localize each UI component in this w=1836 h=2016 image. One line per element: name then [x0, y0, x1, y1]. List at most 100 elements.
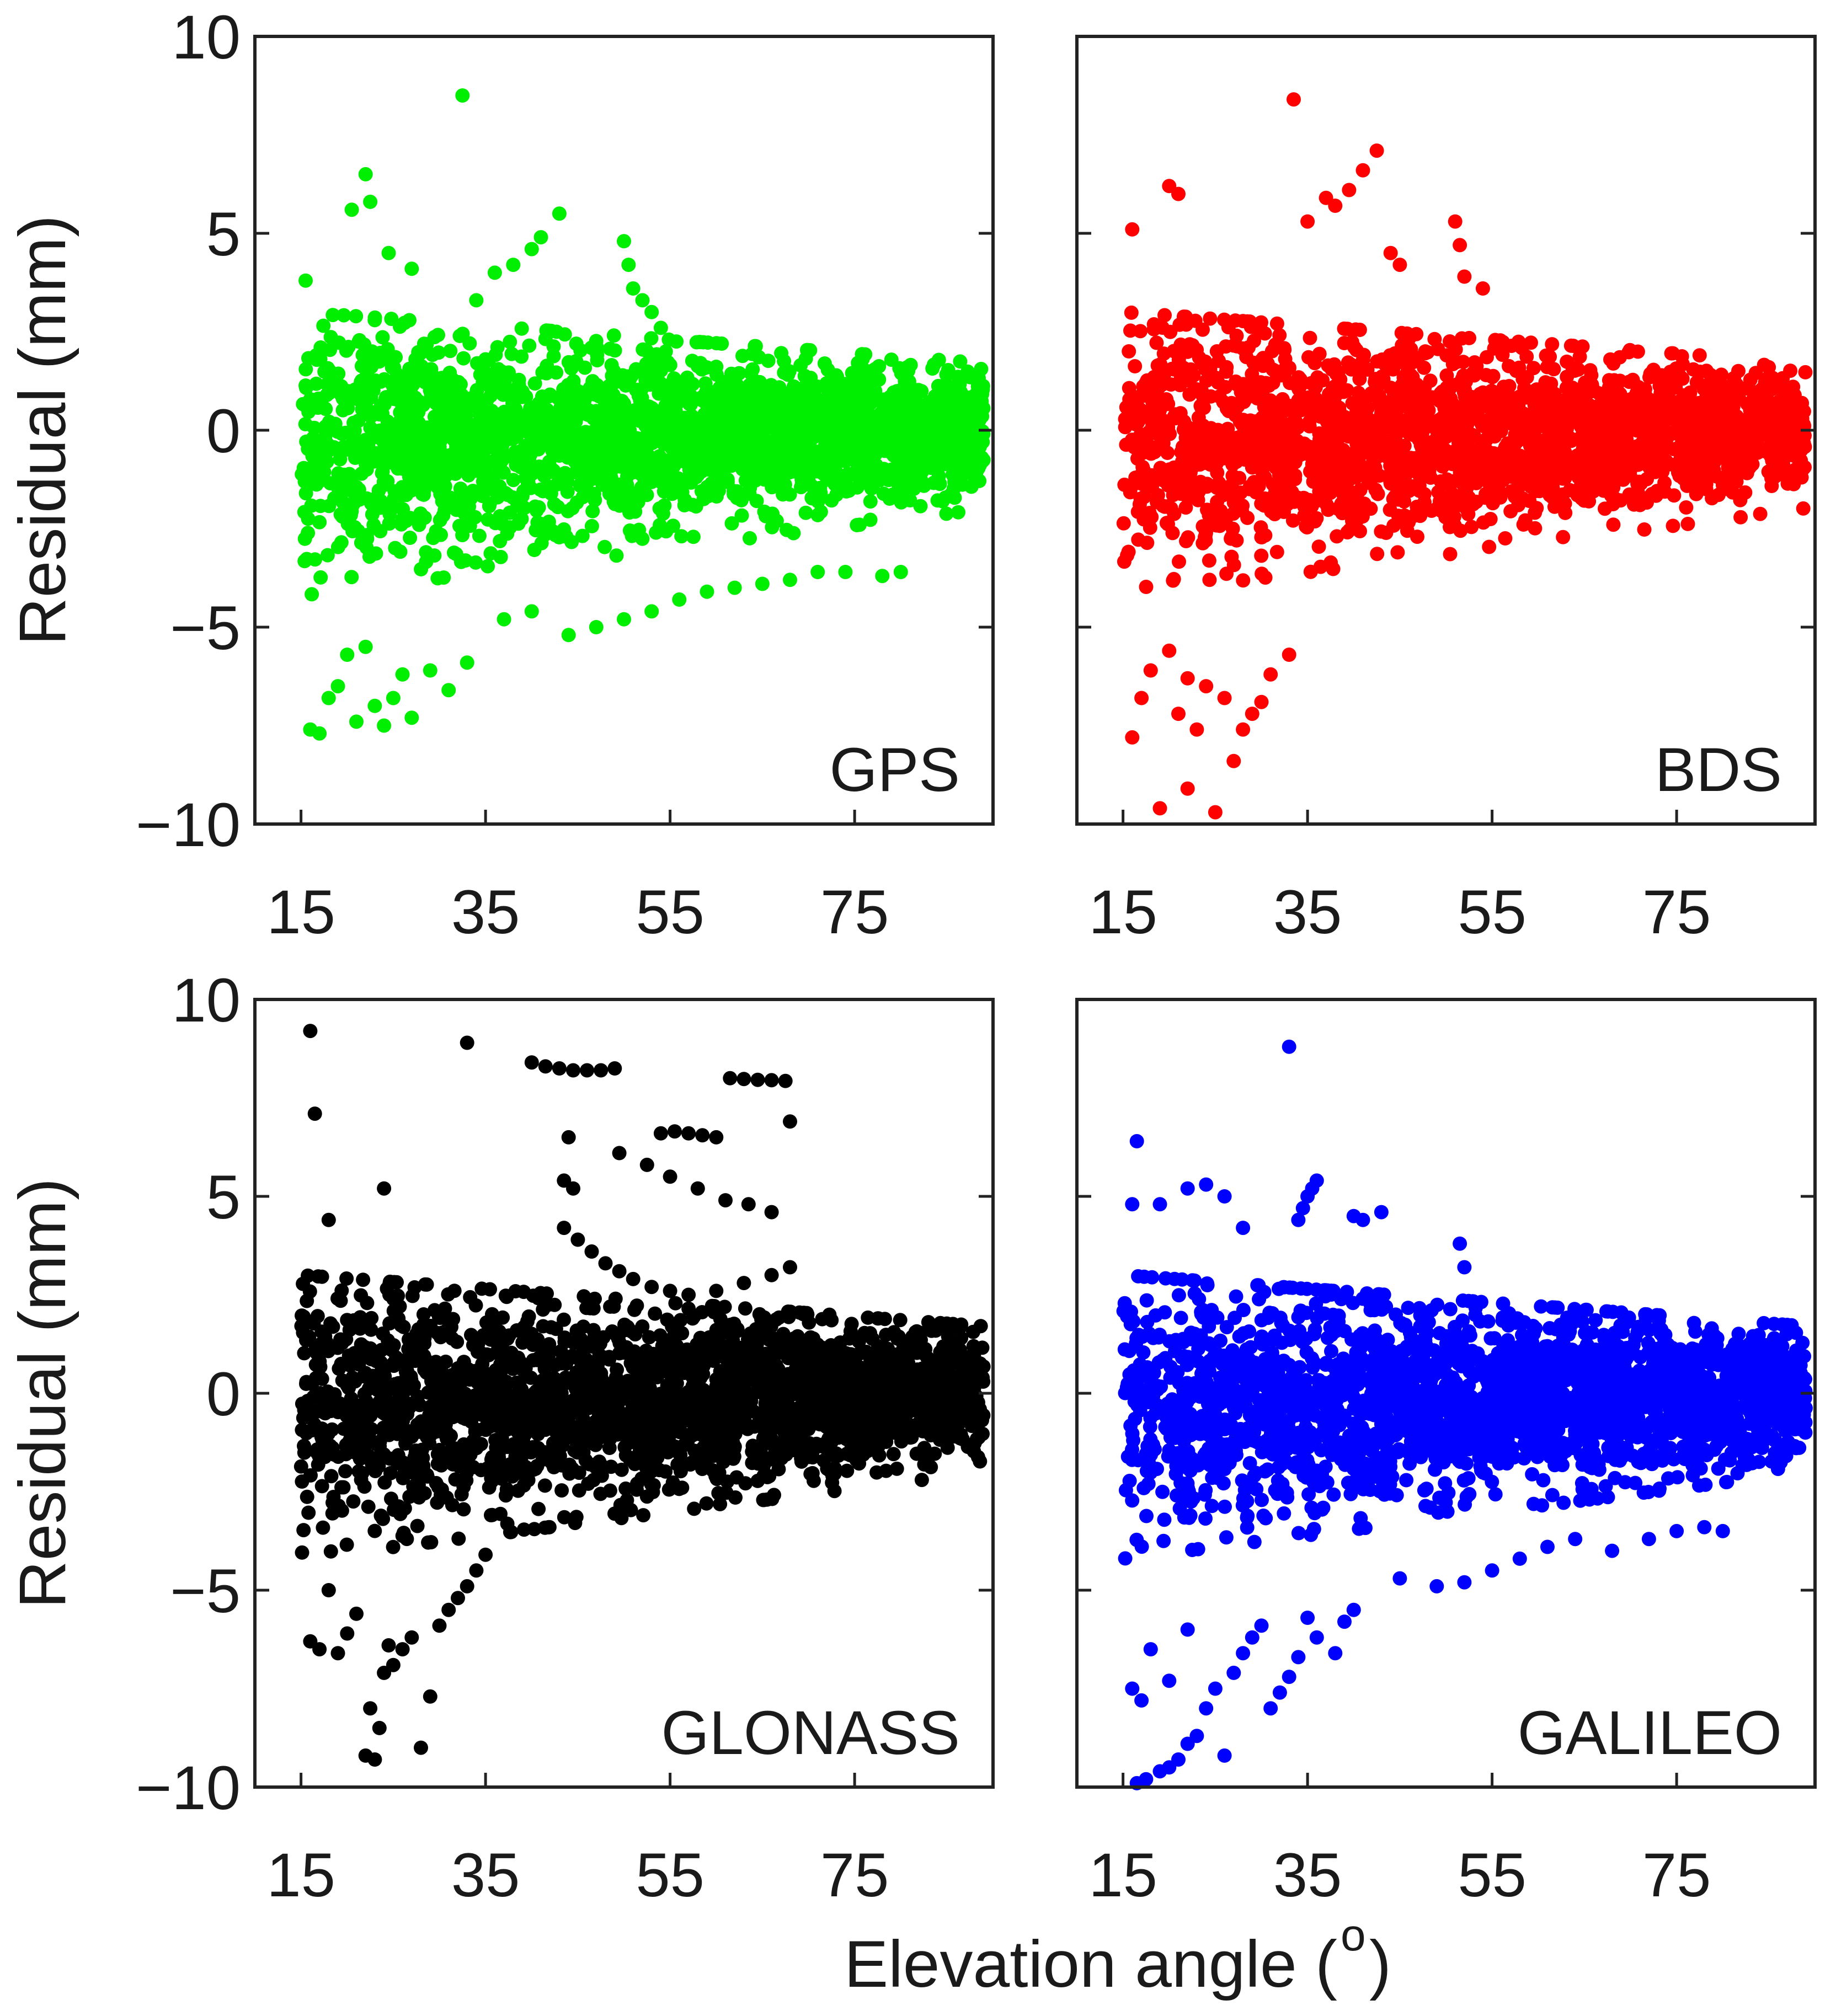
- bds-data-point: [1586, 480, 1601, 495]
- bds-data-point: [1431, 418, 1445, 432]
- gps-data-point: [322, 499, 337, 514]
- bds-data-point: [1598, 501, 1612, 516]
- bds-data-point: [1202, 553, 1216, 568]
- gps-data-point: [385, 432, 400, 447]
- gps-data-point: [543, 486, 558, 501]
- gps-data-point: [688, 499, 703, 514]
- gps-data-point: [342, 388, 357, 403]
- gps-data-point: [887, 448, 901, 463]
- gps-data-point: [349, 435, 364, 450]
- gps-data-point: [841, 467, 856, 482]
- gps-data-point: [340, 516, 355, 531]
- bds-data-point: [1228, 408, 1243, 423]
- gps-data-point: [649, 525, 664, 540]
- gps-data-point: [500, 448, 514, 463]
- gps-data-point: [837, 453, 852, 468]
- gps-data-point: [319, 388, 334, 403]
- gps-data-point: [518, 470, 533, 485]
- gps-data-point: [477, 477, 492, 492]
- gps-data-point: [403, 531, 418, 545]
- gps-data-point: [592, 439, 607, 453]
- bds-data-point: [1448, 214, 1463, 229]
- gps-data-point: [620, 478, 634, 493]
- bds-data-point: [1219, 566, 1234, 581]
- gps-data-point: [601, 386, 616, 400]
- gps-data-point: [304, 476, 319, 491]
- bds-data-point: [1267, 418, 1282, 432]
- gps-xtick-label: 75: [820, 878, 889, 946]
- gps-panel: −10 −5 0 5 10 15 35 55 75 GPS: [136, 3, 995, 946]
- bds-data-point: [1370, 547, 1385, 562]
- gps-data-point: [345, 498, 360, 512]
- bds-data-point: [1155, 320, 1170, 335]
- gps-data-point: [744, 366, 759, 381]
- gps-data-point: [757, 414, 772, 429]
- bds-data-point: [1729, 474, 1744, 489]
- bds-data-point: [1390, 545, 1405, 560]
- gps-data-point: [838, 565, 853, 579]
- gps-data-point: [425, 347, 440, 362]
- bds-data-point: [1139, 580, 1154, 594]
- gps-data-point: [431, 328, 445, 343]
- gps-data-point: [882, 491, 897, 506]
- bds-data-point: [1132, 497, 1147, 512]
- bds-data-point: [1443, 547, 1458, 562]
- bds-data-point: [1480, 350, 1494, 365]
- gps-data-point: [335, 403, 350, 418]
- gps-data-point: [549, 365, 564, 380]
- bds-data-point: [1175, 440, 1190, 454]
- gps-data-point: [449, 463, 463, 478]
- gps-xtick-label: 15: [266, 878, 335, 946]
- bds-data-point: [1445, 357, 1460, 372]
- bds-data-point: [1621, 415, 1636, 430]
- bds-data-point: [1300, 403, 1315, 418]
- bds-data-point: [1602, 425, 1616, 440]
- gps-data-point: [617, 612, 631, 627]
- gps-data-point: [798, 505, 813, 520]
- gps-data-point: [863, 494, 878, 509]
- gps-data-point: [645, 435, 660, 449]
- gps-data-point: [902, 383, 917, 398]
- bds-data-point: [1384, 381, 1398, 395]
- gps-data-point: [522, 338, 537, 353]
- bds-data-point: [1116, 516, 1131, 531]
- gps-data-point: [634, 382, 649, 397]
- gps-data-point: [337, 308, 351, 323]
- bds-data-point: [1482, 539, 1497, 554]
- gps-data-point: [562, 404, 576, 419]
- gps-data-point: [317, 364, 332, 379]
- gps-data-point: [767, 454, 782, 469]
- bds-data-point: [1288, 468, 1303, 483]
- bds-data-point: [1375, 352, 1390, 367]
- gps-data-point: [588, 493, 602, 507]
- bds-data-point: [1282, 648, 1296, 662]
- bds-data-point: [1245, 367, 1259, 382]
- gps-data-point: [301, 526, 316, 541]
- bds-data-point: [1519, 370, 1534, 384]
- gps-data-point: [503, 334, 517, 349]
- gps-data-point: [695, 362, 709, 377]
- gps-data-point: [842, 424, 857, 439]
- bds-data-point: [1364, 386, 1379, 400]
- gps-data-point: [873, 425, 888, 439]
- gps-data-point: [552, 206, 567, 221]
- gps-data-point: [743, 480, 757, 495]
- gps-data-point: [884, 352, 899, 367]
- gps-data-point: [757, 504, 772, 519]
- gps-xtick-label: 35: [451, 878, 520, 946]
- gps-data-point: [855, 347, 869, 362]
- gps-data-point: [506, 473, 521, 488]
- gps-data-point: [586, 424, 601, 439]
- gps-data-point: [639, 344, 654, 359]
- bds-xtick-label: 75: [1642, 878, 1711, 946]
- gps-data-point: [438, 378, 452, 393]
- bds-data-point: [1368, 372, 1383, 387]
- bds-data-point: [1327, 444, 1342, 459]
- gps-data-point: [794, 480, 808, 495]
- gps-data-point: [822, 410, 837, 425]
- gps-data-point: [652, 416, 667, 431]
- bds-data-point: [1363, 501, 1378, 516]
- bds-data-point: [1121, 544, 1136, 559]
- bds-data-point: [1689, 486, 1704, 501]
